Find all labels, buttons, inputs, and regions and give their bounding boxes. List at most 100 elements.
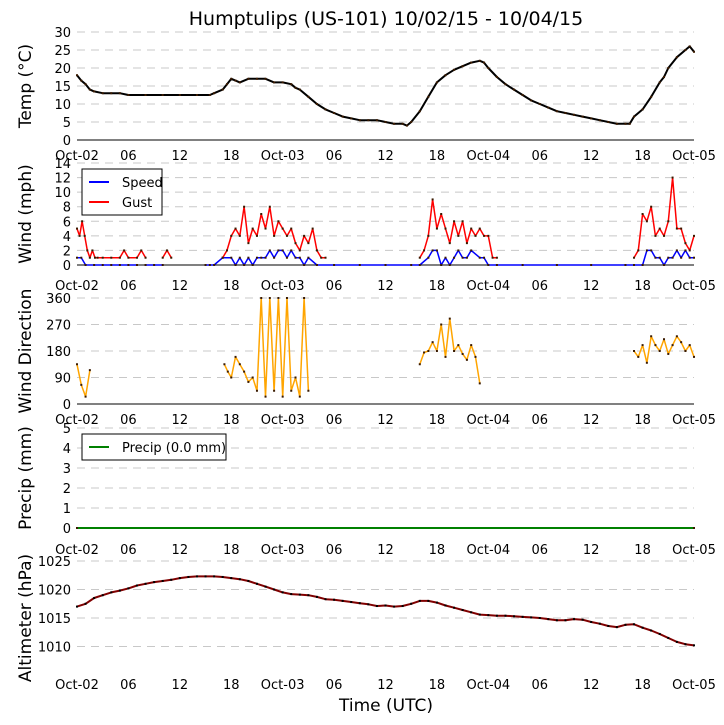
- data-point: [461, 220, 464, 223]
- data-point: [140, 249, 143, 252]
- x-tick-label: 06: [326, 413, 343, 428]
- legend-label: Speed: [122, 176, 163, 191]
- data-point: [294, 376, 297, 379]
- data-point: [633, 350, 636, 352]
- x-tick-label: 06: [326, 543, 343, 558]
- data-point: [277, 220, 280, 223]
- x-tick-label: 06: [120, 279, 137, 294]
- data-point: [83, 234, 86, 237]
- data-point: [118, 256, 121, 259]
- y-axis-label-precip: Precip (mm): [16, 426, 36, 530]
- data-point: [101, 594, 104, 597]
- data-point: [384, 121, 387, 123]
- data-point: [504, 83, 507, 86]
- data-point: [435, 227, 438, 230]
- y-tick-label: 10: [54, 98, 71, 113]
- data-point: [101, 256, 104, 259]
- data-point: [247, 256, 250, 259]
- legend-label: Precip (0.0 mm): [122, 441, 226, 456]
- data-point: [483, 234, 486, 237]
- data-point: [88, 88, 91, 91]
- data-point: [654, 256, 657, 259]
- data-point: [465, 256, 468, 259]
- data-point: [633, 256, 636, 259]
- data-point: [247, 77, 250, 80]
- data-point: [418, 599, 421, 602]
- x-tick-label: 18: [429, 279, 446, 294]
- data-point: [315, 595, 318, 598]
- legend-label: Gust: [122, 196, 152, 211]
- data-point: [405, 124, 408, 127]
- data-point: [675, 56, 678, 59]
- data-point: [684, 49, 687, 51]
- data-point: [255, 582, 258, 585]
- data-point: [495, 76, 498, 78]
- y-tick-label: 20: [54, 62, 71, 77]
- data-point: [427, 599, 430, 602]
- data-point: [658, 256, 661, 259]
- x-tick-label: 18: [429, 149, 446, 164]
- data-point: [688, 344, 691, 347]
- data-point: [641, 626, 644, 629]
- x-tick-label: 18: [429, 543, 446, 558]
- data-point: [243, 370, 246, 373]
- data-point: [375, 605, 378, 608]
- data-point: [264, 256, 267, 259]
- legend-box: [81, 168, 163, 216]
- data-point: [260, 256, 263, 259]
- x-tick-label: 06: [120, 543, 137, 558]
- data-point: [307, 256, 310, 259]
- data-point: [178, 577, 181, 580]
- data-point: [264, 77, 267, 80]
- data-point: [290, 227, 293, 230]
- x-tick-label: 18: [223, 413, 240, 428]
- data-point: [547, 618, 550, 621]
- x-tick-label: 12: [172, 149, 189, 164]
- data-point: [76, 227, 78, 230]
- data-point: [315, 103, 318, 105]
- data-point: [624, 122, 627, 125]
- data-point: [135, 256, 138, 259]
- data-point: [367, 603, 370, 606]
- data-point: [693, 256, 695, 259]
- data-point: [693, 644, 695, 647]
- data-point: [84, 83, 87, 86]
- x-tick-label: 12: [583, 543, 600, 558]
- x-tick-label: 18: [634, 678, 651, 693]
- y-tick-label: 1025: [38, 555, 71, 570]
- x-tick-label: Oct-02: [55, 149, 99, 164]
- data-point: [675, 249, 678, 252]
- data-point: [255, 77, 258, 80]
- x-tick-label: Oct-02: [55, 413, 99, 428]
- x-tick-label: 18: [429, 678, 446, 693]
- data-point: [598, 119, 601, 122]
- series-line-speed: [77, 256, 137, 266]
- data-point: [564, 619, 567, 622]
- y-tick-label: 15: [54, 80, 71, 95]
- x-tick-label: 06: [326, 149, 343, 164]
- data-point: [251, 264, 254, 266]
- y-tick-label: 0: [63, 259, 71, 274]
- x-tick-label: Oct-05: [672, 678, 716, 693]
- data-point: [273, 256, 276, 259]
- data-point: [615, 122, 618, 125]
- data-point: [333, 264, 336, 266]
- data-point: [487, 67, 490, 69]
- data-point: [555, 619, 558, 622]
- x-tick-label: 18: [223, 149, 240, 164]
- data-point: [461, 352, 464, 355]
- data-point: [153, 264, 156, 266]
- y-tick-label: 0: [63, 398, 71, 413]
- data-point: [187, 575, 190, 578]
- data-point: [513, 88, 516, 91]
- x-tick-label: 06: [531, 149, 548, 164]
- x-tick-label: Oct-04: [466, 543, 510, 558]
- y-tick-label: 14: [54, 157, 71, 172]
- series-line-altimeter: [76, 575, 695, 647]
- data-point: [123, 249, 126, 252]
- data-point: [350, 117, 353, 120]
- data-point: [581, 115, 584, 118]
- data-point: [88, 369, 91, 372]
- data-point: [675, 335, 678, 338]
- data-point: [358, 602, 361, 605]
